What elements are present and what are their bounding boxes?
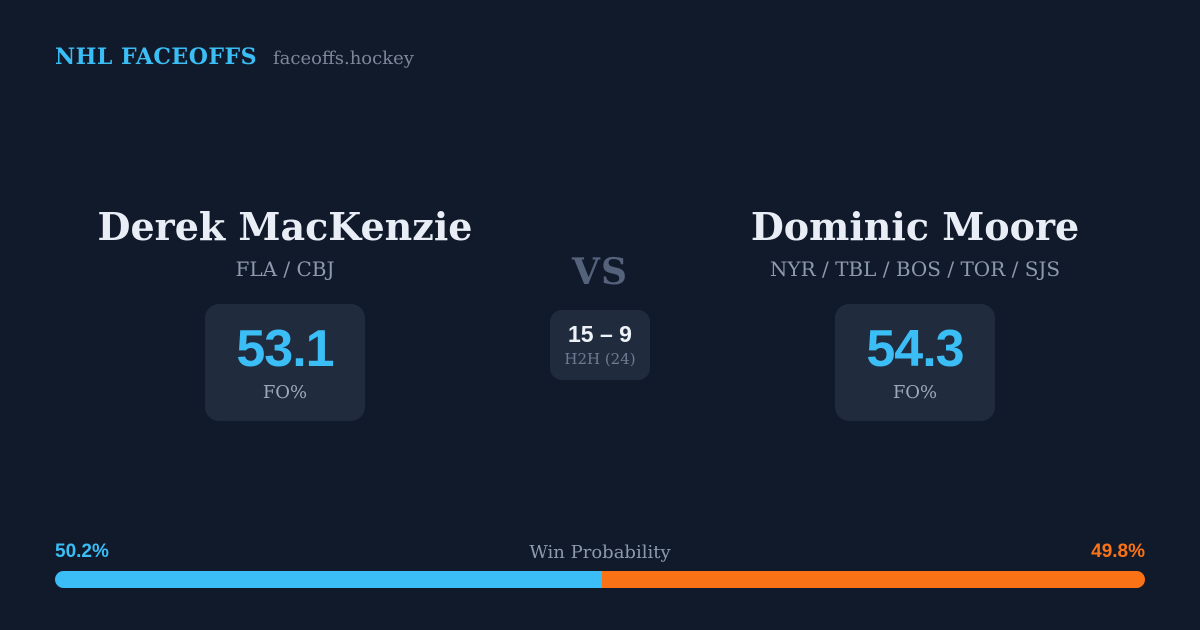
win-probability-left-pct: 50.2% <box>55 541 109 562</box>
player-right-fo-label: FO% <box>892 381 938 403</box>
player-right-teams: NYR / TBL / BOS / TOR / SJS <box>769 257 1061 281</box>
win-probability-bar <box>55 571 1145 588</box>
header: NHL FACEOFFS faceoffs.hockey <box>55 44 414 70</box>
versus-column: VS 15 – 9 H2H (24) <box>515 202 685 421</box>
win-probability-bar-left-segment <box>55 571 603 588</box>
h2h-score: 15 – 9 <box>568 321 632 347</box>
player-left-name: Derek MacKenzie <box>97 204 473 249</box>
win-probability-right-pct: 49.8% <box>1091 541 1145 562</box>
player-left: Derek MacKenzie FLA / CBJ 53.1 FO% <box>55 202 515 421</box>
vs-label: VS <box>572 251 628 293</box>
brand-title: NHL FACEOFFS <box>55 44 257 70</box>
player-right-fo-value: 54.3 <box>866 319 964 378</box>
player-right: Dominic Moore NYR / TBL / BOS / TOR / SJ… <box>685 202 1145 421</box>
win-probability-section: 50.2% Win Probability 49.8% <box>55 540 1145 588</box>
win-probability-bar-right-segment <box>602 571 1145 588</box>
h2h-badge: 15 – 9 H2H (24) <box>550 310 650 380</box>
player-right-fo-card: 54.3 FO% <box>835 304 995 421</box>
player-left-fo-value: 53.1 <box>236 319 334 378</box>
win-probability-title: Win Probability <box>529 542 671 563</box>
player-left-teams: FLA / CBJ <box>235 257 335 281</box>
win-probability-labels: 50.2% Win Probability 49.8% <box>55 540 1145 564</box>
matchup-section: Derek MacKenzie FLA / CBJ 53.1 FO% VS 15… <box>55 202 1145 421</box>
site-tagline: faceoffs.hockey <box>273 48 414 69</box>
player-right-name: Dominic Moore <box>750 204 1080 249</box>
h2h-label: H2H (24) <box>564 350 636 368</box>
player-left-fo-card: 53.1 FO% <box>205 304 365 421</box>
player-left-fo-label: FO% <box>262 381 308 403</box>
